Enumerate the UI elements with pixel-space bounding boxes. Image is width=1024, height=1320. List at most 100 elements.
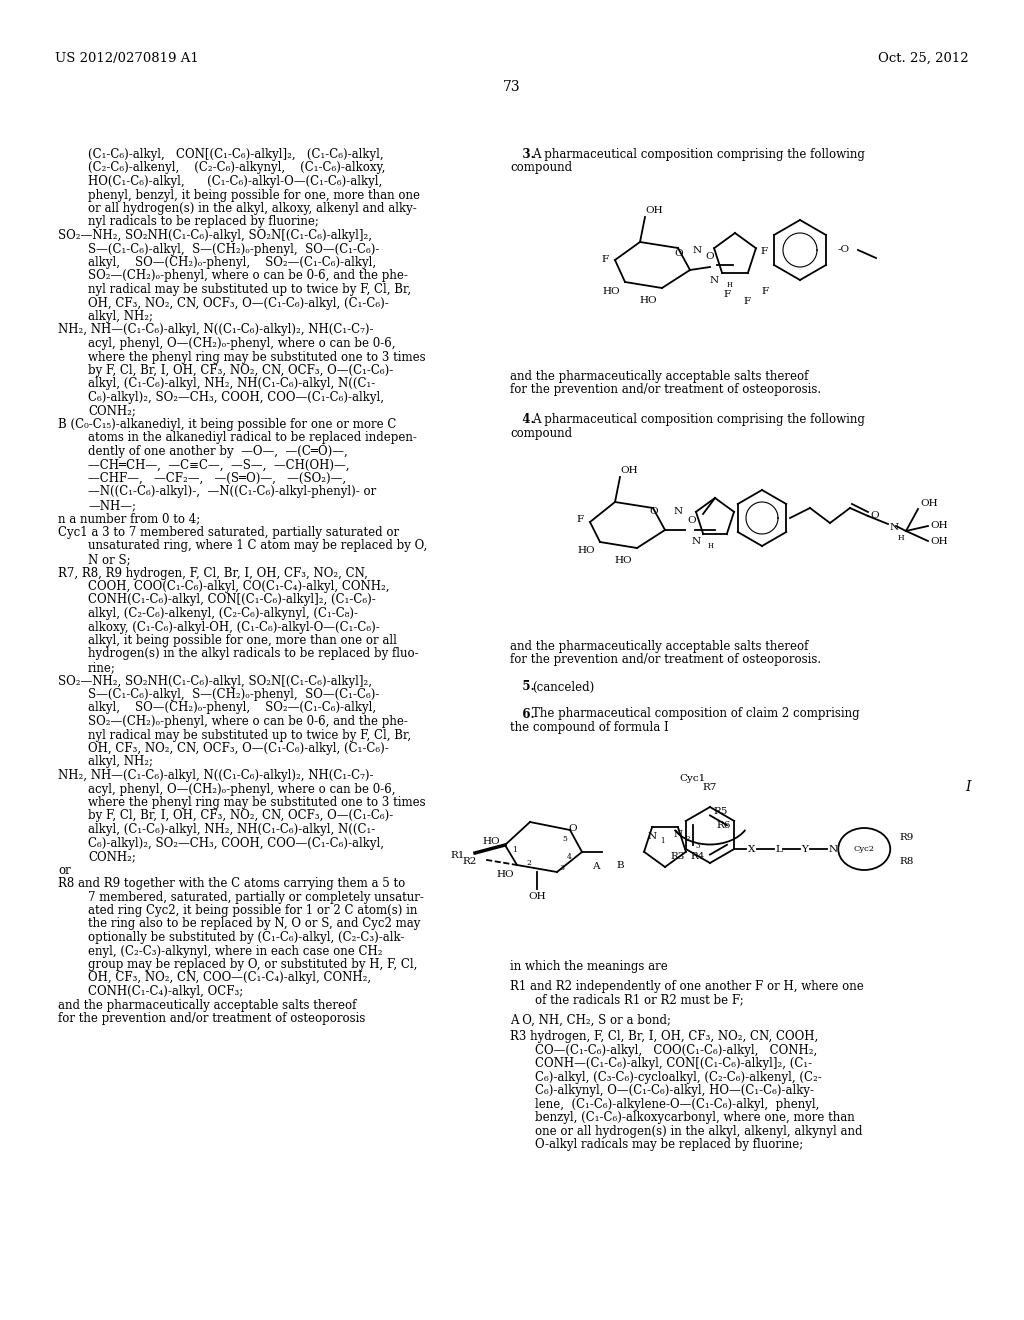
Text: enyl, (C₂-C₃)-alkynyl, where in each case one CH₂: enyl, (C₂-C₃)-alkynyl, where in each cas…	[88, 945, 383, 957]
Text: SO₂—NH₂, SO₂NH(C₁-C₆)-alkyl, SO₂N[(C₁-C₆)-alkyl]₂,: SO₂—NH₂, SO₂NH(C₁-C₆)-alkyl, SO₂N[(C₁-C₆…	[58, 228, 372, 242]
Text: CONH(C₁-C₆)-alkyl, CON[(C₁-C₆)-alkyl]₂, (C₁-C₆)-: CONH(C₁-C₆)-alkyl, CON[(C₁-C₆)-alkyl]₂, …	[88, 594, 376, 606]
Text: R7, R8, R9 hydrogen, F, Cl, Br, I, OH, CF₃, NO₂, CN,: R7, R8, R9 hydrogen, F, Cl, Br, I, OH, C…	[58, 566, 368, 579]
Text: —NH—;: —NH—;	[88, 499, 136, 512]
Text: OH: OH	[920, 499, 938, 508]
Text: alkyl, (C₁-C₆)-alkyl, NH₂, NH(C₁-C₆)-alkyl, N((C₁-: alkyl, (C₁-C₆)-alkyl, NH₂, NH(C₁-C₆)-alk…	[88, 378, 375, 391]
Text: CONH₂;: CONH₂;	[88, 404, 136, 417]
Text: F: F	[761, 247, 768, 256]
Text: nyl radical may be substituted up to twice by F, Cl, Br,: nyl radical may be substituted up to twi…	[88, 282, 411, 296]
Text: acyl, phenyl, O—(CH₂)ₒ-phenyl, where o can be 0-6,: acyl, phenyl, O—(CH₂)ₒ-phenyl, where o c…	[88, 783, 395, 796]
Text: 3: 3	[559, 865, 564, 873]
Text: the ring also to be replaced by N, O or S, and Cyc2 may: the ring also to be replaced by N, O or …	[88, 917, 421, 931]
Text: SO₂—(CH₂)ₒ-phenyl, where o can be 0-6, and the phe-: SO₂—(CH₂)ₒ-phenyl, where o can be 0-6, a…	[88, 715, 408, 729]
Text: HO: HO	[482, 837, 500, 846]
Text: F: F	[723, 290, 730, 300]
Text: OH, CF₃, NO₂, CN, OCF₃, O—(C₁-C₆)-alkyl, (C₁-C₆)-: OH, CF₃, NO₂, CN, OCF₃, O—(C₁-C₆)-alkyl,…	[88, 297, 389, 309]
Text: n a number from 0 to 4;: n a number from 0 to 4;	[58, 512, 201, 525]
Text: R5: R5	[713, 808, 727, 817]
Text: Cyc1 a 3 to 7 membered saturated, partially saturated or: Cyc1 a 3 to 7 membered saturated, partia…	[58, 525, 399, 539]
Text: alkyl, NH₂;: alkyl, NH₂;	[88, 755, 153, 768]
Text: N: N	[693, 246, 702, 255]
Text: O: O	[687, 516, 695, 525]
Text: phenyl, benzyl, it being possible for one, more than one: phenyl, benzyl, it being possible for on…	[88, 189, 420, 202]
Text: 3: 3	[696, 842, 700, 850]
Text: R7: R7	[702, 783, 717, 792]
Text: compound: compound	[510, 426, 572, 440]
Text: CONH—(C₁-C₆)-alkyl, CON[(C₁-C₆)-alkyl]₂, (C₁-: CONH—(C₁-C₆)-alkyl, CON[(C₁-C₆)-alkyl]₂,…	[535, 1057, 812, 1071]
Text: B: B	[616, 861, 624, 870]
Text: OH: OH	[528, 892, 546, 902]
Text: R8: R8	[899, 857, 913, 866]
Text: OH, CF₃, NO₂, CN, OCF₃, O—(C₁-C₆)-alkyl, (C₁-C₆)-: OH, CF₃, NO₂, CN, OCF₃, O—(C₁-C₆)-alkyl,…	[88, 742, 389, 755]
Text: HO: HO	[578, 546, 595, 554]
Text: unsaturated ring, where 1 C atom may be replaced by O,: unsaturated ring, where 1 C atom may be …	[88, 540, 427, 553]
Text: SO₂—NH₂, SO₂NH(C₁-C₆)-alkyl, SO₂N[(C₁-C₆)-alkyl]₂,: SO₂—NH₂, SO₂NH(C₁-C₆)-alkyl, SO₂N[(C₁-C₆…	[58, 675, 372, 688]
Text: N or S;: N or S;	[88, 553, 131, 566]
Text: alkyl, (C₁-C₆)-alkyl, NH₂, NH(C₁-C₆)-alkyl, N((C₁-: alkyl, (C₁-C₆)-alkyl, NH₂, NH(C₁-C₆)-alk…	[88, 822, 375, 836]
Text: of the radicals R1 or R2 must be F;: of the radicals R1 or R2 must be F;	[535, 994, 743, 1007]
Text: F: F	[762, 286, 769, 296]
Text: X: X	[749, 845, 756, 854]
Text: group may be replaced by O, or substituted by H, F, Cl,: group may be replaced by O, or substitut…	[88, 958, 418, 972]
Text: —CH═CH—,  —C≡C—,  —S—,  —CH(OH)—,: —CH═CH—, —C≡C—, —S—, —CH(OH)—,	[88, 458, 349, 471]
Text: Cyc1: Cyc1	[679, 774, 706, 783]
Text: R3: R3	[671, 853, 685, 861]
Text: H: H	[727, 281, 733, 289]
Text: NH₂, NH—(C₁-C₆)-alkyl, N((C₁-C₆)-alkyl)₂, NH(C₁-C₇)-: NH₂, NH—(C₁-C₆)-alkyl, N((C₁-C₆)-alkyl)₂…	[58, 323, 374, 337]
Text: A: A	[592, 862, 599, 871]
Text: acyl, phenyl, O—(CH₂)ₒ-phenyl, where o can be 0-6,: acyl, phenyl, O—(CH₂)ₒ-phenyl, where o c…	[88, 337, 395, 350]
Text: OH: OH	[930, 536, 947, 545]
Text: O: O	[649, 507, 658, 516]
Text: L: L	[775, 845, 782, 854]
Text: atoms in the alkanediyl radical to be replaced indepen-: atoms in the alkanediyl radical to be re…	[88, 432, 417, 445]
Text: 73: 73	[503, 81, 521, 94]
Text: —N((C₁-C₆)-alkyl)-,  —N((C₁-C₆)-alkyl-phenyl)- or: —N((C₁-C₆)-alkyl)-, —N((C₁-C₆)-alkyl-phe…	[88, 486, 376, 499]
Text: O: O	[675, 248, 683, 257]
Text: -O: -O	[838, 246, 850, 255]
Text: CONH(C₁-C₄)-alkyl, OCF₃;: CONH(C₁-C₄)-alkyl, OCF₃;	[88, 985, 244, 998]
Text: US 2012/0270819 A1: US 2012/0270819 A1	[55, 51, 199, 65]
Text: N: N	[890, 524, 899, 532]
Text: N: N	[710, 276, 719, 285]
Text: 2: 2	[526, 859, 531, 867]
Text: Cyc2: Cyc2	[854, 845, 874, 853]
Text: SO₂—(CH₂)ₒ-phenyl, where o can be 0-6, and the phe-: SO₂—(CH₂)ₒ-phenyl, where o can be 0-6, a…	[88, 269, 408, 282]
Text: O: O	[568, 824, 578, 833]
Text: 6.: 6.	[510, 708, 535, 721]
Text: and the pharmaceutically acceptable salts thereof: and the pharmaceutically acceptable salt…	[58, 998, 356, 1011]
Text: HO(C₁-C₆)-alkyl,      (C₁-C₆)-alkyl-O—(C₁-C₆)-alkyl,: HO(C₁-C₆)-alkyl, (C₁-C₆)-alkyl-O—(C₁-C₆)…	[88, 176, 382, 187]
Text: or all hydrogen(s) in the alkyl, alkoxy, alkenyl and alky-: or all hydrogen(s) in the alkyl, alkoxy,…	[88, 202, 417, 215]
Text: 5: 5	[562, 836, 567, 843]
Text: where the phenyl ring may be substituted one to 3 times: where the phenyl ring may be substituted…	[88, 796, 426, 809]
Text: alkoxy, (C₁-C₆)-alkyl-OH, (C₁-C₆)-alkyl-O—(C₁-C₆)-: alkoxy, (C₁-C₆)-alkyl-OH, (C₁-C₆)-alkyl-…	[88, 620, 380, 634]
Text: H: H	[708, 543, 714, 550]
Text: N: N	[674, 830, 682, 840]
Text: in which the meanings are: in which the meanings are	[510, 960, 668, 973]
Text: (C₂-C₆)-alkenyl,    (C₂-C₆)-alkynyl,    (C₁-C₆)-alkoxy,: (C₂-C₆)-alkenyl, (C₂-C₆)-alkynyl, (C₁-C₆…	[88, 161, 385, 174]
Text: A pharmaceutical composition comprising the following: A pharmaceutical composition comprising …	[532, 413, 865, 426]
Text: R1 and R2 independently of one another F or H, where one: R1 and R2 independently of one another F…	[510, 981, 864, 993]
Text: optionally be substituted by (C₁-C₆)-alkyl, (C₂-C₃)-alk-: optionally be substituted by (C₁-C₆)-alk…	[88, 931, 404, 944]
Text: hydrogen(s) in the alkyl radicals to be replaced by fluo-: hydrogen(s) in the alkyl radicals to be …	[88, 648, 419, 660]
Text: Oct. 25, 2012: Oct. 25, 2012	[879, 51, 969, 65]
Text: nyl radical may be substituted up to twice by F, Cl, Br,: nyl radical may be substituted up to twi…	[88, 729, 411, 742]
Text: N: N	[691, 537, 700, 546]
Text: R3 hydrogen, F, Cl, Br, I, OH, CF₃, NO₂, CN, COOH,: R3 hydrogen, F, Cl, Br, I, OH, CF₃, NO₂,…	[510, 1030, 818, 1043]
Text: alkyl,    SO—(CH₂)ₒ-phenyl,    SO₂—(C₁-C₆)-alkyl,: alkyl, SO—(CH₂)ₒ-phenyl, SO₂—(C₁-C₆)-alk…	[88, 701, 376, 714]
Text: (C₁-C₆)-alkyl,   CON[(C₁-C₆)-alkyl]₂,   (C₁-C₆)-alkyl,: (C₁-C₆)-alkyl, CON[(C₁-C₆)-alkyl]₂, (C₁-…	[88, 148, 384, 161]
Text: for the prevention and/or treatment of osteoporosis: for the prevention and/or treatment of o…	[58, 1012, 366, 1026]
Text: A pharmaceutical composition comprising the following: A pharmaceutical composition comprising …	[532, 148, 865, 161]
Text: alkyl, it being possible for one, more than one or all: alkyl, it being possible for one, more t…	[88, 634, 397, 647]
Text: N: N	[828, 845, 838, 854]
Text: A O, NH, CH₂, S or a bond;: A O, NH, CH₂, S or a bond;	[510, 1014, 671, 1027]
Text: CONH₂;: CONH₂;	[88, 850, 136, 863]
Text: HO: HO	[614, 556, 632, 565]
Text: one or all hydrogen(s) in the alkyl, alkenyl, alkynyl and: one or all hydrogen(s) in the alkyl, alk…	[535, 1125, 862, 1138]
Text: HO: HO	[497, 870, 514, 879]
Text: OH: OH	[620, 466, 638, 475]
Text: F: F	[743, 297, 751, 306]
Text: 4.: 4.	[510, 413, 535, 426]
Text: alkyl, NH₂;: alkyl, NH₂;	[88, 310, 153, 323]
Text: nyl radicals to be replaced by fluorine;: nyl radicals to be replaced by fluorine;	[88, 215, 318, 228]
Text: compound: compound	[510, 161, 572, 174]
